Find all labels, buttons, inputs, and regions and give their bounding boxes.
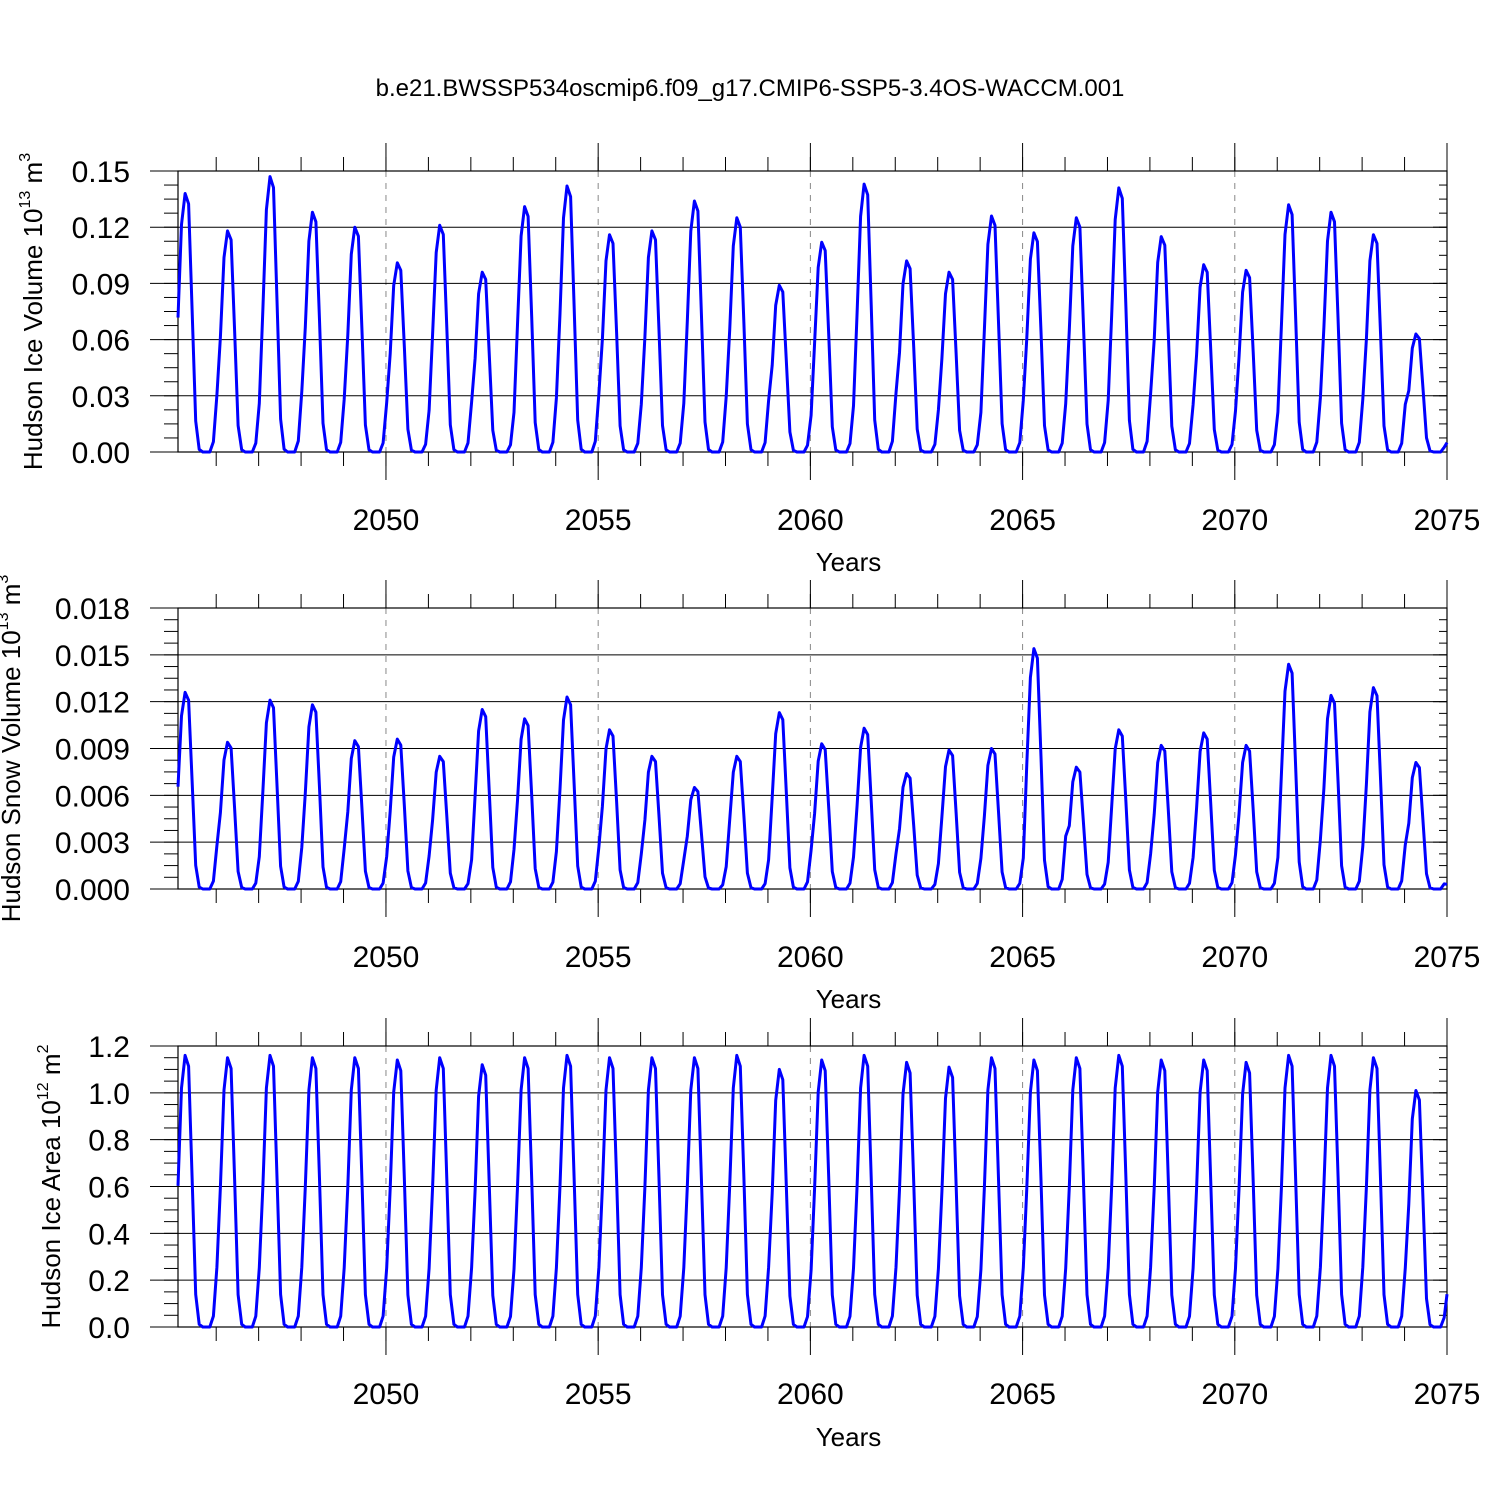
x-tick-label: 2060 [777,941,844,974]
y-axis-title-text: Hudson Ice Area 10 [36,1100,66,1328]
x-tick-label: 2070 [1201,1378,1268,1411]
y-tick-label: 0.009 [55,734,130,767]
y-axis-title-sup1: 13 [0,612,12,630]
x-axis-title: Years [816,984,882,1014]
y-tick-label: 0.000 [55,874,130,907]
x-tick-label: 2065 [989,1378,1056,1411]
x-tick-label: 2055 [565,1378,632,1411]
y-tick-label: 0.15 [72,156,130,189]
panel-ice-volume: 0.00 0.03 0.06 0.09 0.12 0.15 2050 2055 2060 2065… [17,143,1481,577]
series-line [176,647,1448,891]
y-tick-label: 0.09 [72,268,130,301]
x-tick-label: 2050 [353,1378,420,1411]
y-axis-title-unit: m [0,584,26,613]
plot-frame [177,1045,1448,1328]
figure-title: b.e21.BWSSP534oscmip6.f09_g17.CMIP6-SSP5… [376,75,1125,102]
x-tick-label: 2070 [1201,504,1268,537]
series-line [176,1053,1449,1329]
y-axis-title-sup2: 2 [35,1044,52,1053]
y-axis-title-unit: m [18,162,48,191]
y-axis-title-sup1: 12 [35,1082,52,1100]
y-axis-title-unit: m [36,1053,66,1082]
x-tick-label: 2070 [1201,941,1268,974]
x-tick-label: 2050 [353,504,420,537]
x-tick-label: 2055 [565,941,632,974]
x-tick-label: 2060 [777,1378,844,1411]
y-axis-title: Hudson Snow Volume 1013 m3 [0,575,26,923]
y-tick-label: 0.00 [72,437,130,470]
y-tick-label: 0.015 [55,640,130,673]
y-tick-label: 0.03 [72,381,130,414]
x-axis-title: Years [816,547,882,577]
y-tick-label: 0.2 [88,1265,130,1298]
x-tick-label: 2075 [1414,504,1481,537]
series-line [176,175,1449,454]
x-axis-title: Years [816,1422,882,1452]
x-tick-label: 2075 [1414,1378,1481,1411]
y-tick-label: 0.012 [55,687,130,720]
y-axis-title: Hudson Ice Volume 1013 m3 [17,153,48,470]
y-axis-title-sup2: 3 [0,575,12,584]
y-tick-label: 0.4 [88,1218,130,1251]
y-tick-label: 0.6 [88,1172,130,1205]
x-tick-label: 2065 [989,504,1056,537]
x-tick-label: 2050 [353,941,420,974]
y-tick-label: 0.018 [55,593,130,626]
y-tick-label: 1.2 [88,1031,130,1064]
panel-snow-volume: 0.000 0.003 0.006 0.009 0.012 0.015 0.018 2050 2… [0,575,1480,1014]
y-axis-title-text: Hudson Ice Volume 10 [18,208,48,470]
y-axis-title-sup1: 13 [17,191,34,209]
y-tick-label: 0.8 [88,1125,130,1158]
y-tick-label: 0.06 [72,325,130,358]
x-tick-label: 2065 [989,941,1056,974]
y-axis-title-text: Hudson Snow Volume 10 [0,630,26,922]
y-tick-label: 0.12 [72,212,130,245]
panel-ice-area: 0.0 0.2 0.4 0.6 0.8 1.0 1.2 2050 2055 2060 2065 207… [35,1018,1480,1452]
plot-frame [177,607,1448,890]
y-tick-label: 0.0 [88,1312,130,1345]
y-tick-label: 1.0 [88,1078,130,1111]
y-axis-title-sup2: 3 [17,153,34,162]
y-tick-label: 0.006 [55,780,130,813]
y-tick-label: 0.003 [55,827,130,860]
x-tick-label: 2055 [565,504,632,537]
y-axis-title: Hudson Ice Area 1012 m2 [35,1044,66,1328]
x-tick-label: 2060 [777,504,844,537]
x-tick-label: 2075 [1414,941,1481,974]
